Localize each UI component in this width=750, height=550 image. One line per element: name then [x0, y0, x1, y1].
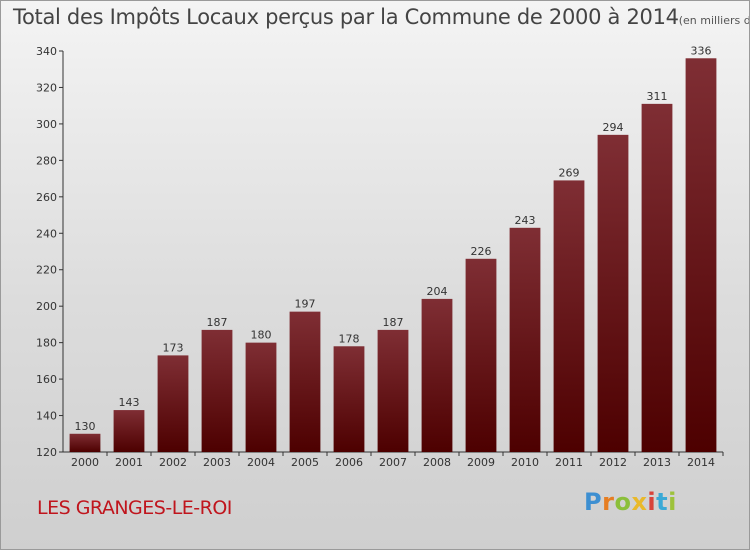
y-tick-label: 180: [36, 337, 57, 350]
bar-2004: [245, 342, 277, 452]
y-tick-label: 320: [36, 81, 57, 94]
data-label-2008: 204: [427, 285, 448, 298]
y-tick-label: 340: [36, 45, 57, 58]
x-tick-label-2014: 2014: [687, 456, 715, 469]
y-tick-label: 300: [36, 118, 57, 131]
bar-2008: [421, 298, 453, 452]
data-label-2001: 143: [119, 396, 140, 409]
chart-unit: (en milliers d'€): [678, 14, 749, 27]
x-tick-label-2008: 2008: [423, 456, 451, 469]
bar-2001: [113, 410, 145, 452]
commune-name: LES GRANGES-LE-ROI: [37, 497, 232, 519]
data-label-2013: 311: [647, 90, 668, 103]
y-tick-label: 280: [36, 154, 57, 167]
y-tick-label: 220: [36, 264, 57, 277]
data-label-2010: 243: [515, 214, 536, 227]
x-tick-label-2009: 2009: [467, 456, 495, 469]
data-label-2011: 269: [559, 166, 580, 179]
y-tick-label: 200: [36, 300, 57, 313]
y-tick-label: 240: [36, 227, 57, 240]
bar-2002: [157, 355, 189, 452]
data-label-2005: 197: [295, 298, 316, 311]
y-tick-label: 140: [36, 410, 57, 423]
bar-2010: [509, 227, 541, 452]
x-tick-label-2002: 2002: [159, 456, 187, 469]
x-tick-label-2013: 2013: [643, 456, 671, 469]
x-tick-label-2003: 2003: [203, 456, 231, 469]
data-label-2000: 130: [75, 420, 96, 433]
y-tick-label: 260: [36, 191, 57, 204]
x-tick-label-2005: 2005: [291, 456, 319, 469]
bar-2009: [465, 258, 497, 452]
x-tick-label-2007: 2007: [379, 456, 407, 469]
chart-title: Total des Impôts Locaux perçus par la Co…: [13, 5, 749, 29]
data-label-2002: 173: [163, 341, 184, 354]
bar-2011: [553, 180, 585, 452]
data-label-2014: 336: [691, 44, 712, 57]
data-label-2007: 187: [383, 316, 404, 329]
bar-2007: [377, 329, 409, 452]
x-tick-label-2011: 2011: [555, 456, 583, 469]
bar-2006: [333, 346, 365, 452]
bar-2005: [289, 311, 321, 452]
data-label-2004: 180: [251, 329, 272, 342]
data-label-2009: 226: [471, 245, 492, 258]
data-label-2006: 178: [339, 332, 360, 345]
bar-2000: [69, 433, 101, 452]
proxiti-logo[interactable]: Proxiti: [584, 488, 677, 516]
bar-2013: [641, 103, 673, 452]
data-label-2012: 294: [603, 121, 624, 134]
bar-2014: [685, 58, 717, 453]
x-tick-label-2000: 2000: [71, 456, 99, 469]
x-tick-label-2004: 2004: [247, 456, 275, 469]
x-tick-label-2010: 2010: [511, 456, 539, 469]
y-tick-label: 160: [36, 373, 57, 386]
y-tick-label: 120: [36, 446, 57, 459]
chart-title-text: Total des Impôts Locaux perçus par la Co…: [13, 5, 679, 29]
x-tick-label-2006: 2006: [335, 456, 363, 469]
x-tick-label-2012: 2012: [599, 456, 627, 469]
data-label-2003: 187: [207, 316, 228, 329]
bar-2003: [201, 329, 233, 452]
x-tick-label-2001: 2001: [115, 456, 143, 469]
bar-2012: [597, 134, 629, 452]
